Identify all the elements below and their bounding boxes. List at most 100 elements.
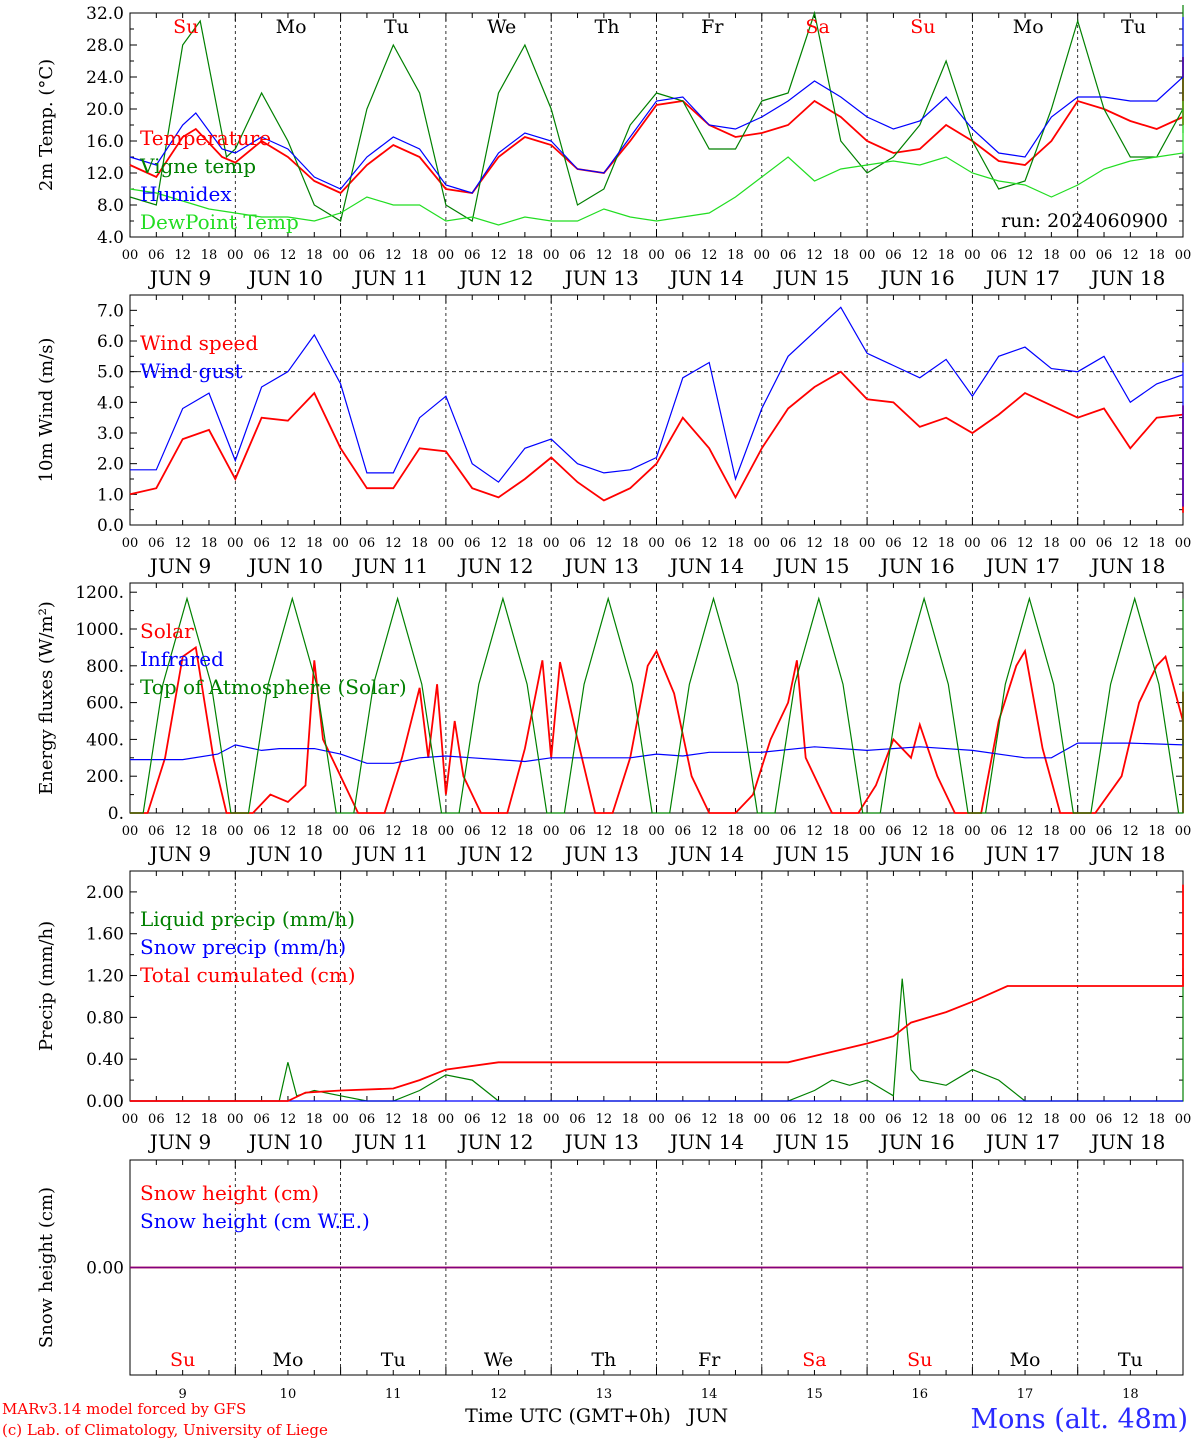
hour-tick-label: 12 <box>911 824 928 839</box>
date-label: JUN 17 <box>984 266 1060 290</box>
weekday-label: Su <box>170 1349 195 1371</box>
hour-tick-label: 00 <box>227 248 244 263</box>
date-label: JUN 15 <box>773 1130 849 1154</box>
hour-tick-label: 06 <box>359 824 376 839</box>
y-tick-label: 32.0 <box>86 4 124 24</box>
hour-tick-label: 06 <box>780 1112 797 1127</box>
hour-tick-label: 18 <box>306 536 323 551</box>
hour-tick-label: 06 <box>148 1112 165 1127</box>
hour-tick-label: 06 <box>780 824 797 839</box>
hour-tick-label: 00 <box>1069 1112 1086 1127</box>
hour-tick-label: 12 <box>1122 1112 1139 1127</box>
hour-tick-label: 00 <box>332 248 349 263</box>
hour-tick-label: 18 <box>833 248 850 263</box>
series-line-energy <box>130 596 1184 814</box>
weekday-label: Sa <box>805 16 829 38</box>
series-line-temp <box>129 17 1184 194</box>
hour-tick-label: 06 <box>253 248 270 263</box>
hour-tick-label: 06 <box>990 824 1007 839</box>
y-tick-label: 800. <box>86 657 124 677</box>
hour-tick-label: 18 <box>517 1112 534 1127</box>
hour-tick-label: 06 <box>464 1112 481 1127</box>
weekday-label: Th <box>595 16 620 38</box>
hour-tick-label: 12 <box>1017 248 1034 263</box>
hour-tick-label: 00 <box>859 824 876 839</box>
y-axis-label-wind: 10m Wind (m/s) <box>36 338 57 483</box>
y-tick-label: 6.0 <box>97 332 124 352</box>
hour-tick-label: 18 <box>1043 536 1060 551</box>
hour-tick-label: 18 <box>727 248 744 263</box>
hour-tick-label: 00 <box>122 248 139 263</box>
hour-tick-label: 12 <box>596 248 613 263</box>
weekday-label: Su <box>907 1349 932 1371</box>
y-tick-label: 3.0 <box>97 424 124 444</box>
hour-tick-label: 18 <box>622 248 639 263</box>
hour-tick-label: 12 <box>1122 248 1139 263</box>
hour-tick-label: 06 <box>569 1112 586 1127</box>
y-tick-label: 0.40 <box>86 1050 124 1070</box>
series-line-energy <box>130 739 1184 764</box>
hour-tick-label: 18 <box>517 248 534 263</box>
hour-tick-label: 12 <box>1017 824 1034 839</box>
date-label: JUN 9 <box>148 842 211 866</box>
y-tick-label: 0.00 <box>86 1259 124 1279</box>
y-tick-label: 400. <box>86 730 124 750</box>
hour-tick-label: 12 <box>280 536 297 551</box>
hour-tick-label: 18 <box>622 536 639 551</box>
y-tick-label: 20.0 <box>86 100 124 120</box>
hour-tick-label: 18 <box>833 1112 850 1127</box>
hour-tick-label: 06 <box>148 536 165 551</box>
hour-tick-label: 18 <box>622 1112 639 1127</box>
hour-tick-label: 12 <box>174 536 191 551</box>
y-tick-label: 7.0 <box>97 301 124 321</box>
hour-tick-label: 00 <box>543 1112 560 1127</box>
date-label: JUN 11 <box>352 266 428 290</box>
station-name: Mons (alt. 48m) <box>970 1404 1188 1435</box>
weekday-label: Su <box>910 16 935 38</box>
hour-tick-label: 00 <box>543 536 560 551</box>
month-axis-label: JUN <box>686 1405 728 1427</box>
day-number-label: 17 <box>1017 1387 1034 1402</box>
day-number-label: 11 <box>385 1387 402 1402</box>
day-number-label: 13 <box>596 1387 613 1402</box>
hour-tick-label: 00 <box>332 536 349 551</box>
hour-tick-label: 18 <box>1043 824 1060 839</box>
hour-tick-label: 18 <box>201 1112 218 1127</box>
legend-entry: Wind speed <box>140 331 258 355</box>
hour-tick-label: 06 <box>253 824 270 839</box>
hour-tick-label: 18 <box>306 248 323 263</box>
hour-tick-label: 00 <box>754 248 771 263</box>
hour-tick-label: 18 <box>727 536 744 551</box>
hour-tick-label: 12 <box>1122 824 1139 839</box>
hour-tick-label: 12 <box>490 824 507 839</box>
y-axis-label-snow: Snow height (cm) <box>36 1187 57 1348</box>
weekday-label: Th <box>591 1349 616 1371</box>
weekday-label: Tu <box>1118 1349 1143 1371</box>
hour-tick-label: 18 <box>1043 248 1060 263</box>
hour-tick-label: 06 <box>675 536 692 551</box>
hour-tick-label: 00 <box>543 824 560 839</box>
hour-tick-label: 12 <box>701 824 718 839</box>
hour-tick-label: 00 <box>1175 824 1192 839</box>
hour-tick-label: 00 <box>1069 824 1086 839</box>
model-credit-line: MARv3.14 model forced by GFS <box>2 1400 246 1418</box>
hour-tick-label: 12 <box>490 1112 507 1127</box>
hour-tick-label: 18 <box>938 1112 955 1127</box>
date-label: JUN 15 <box>773 266 849 290</box>
legend-entry: Snow height (cm W.E.) <box>140 1209 370 1233</box>
hour-tick-label: 18 <box>1148 536 1165 551</box>
date-label: JUN 18 <box>1089 842 1165 866</box>
hour-tick-label: 12 <box>596 536 613 551</box>
y-tick-label: 24.0 <box>86 68 124 88</box>
hour-tick-label: 00 <box>227 824 244 839</box>
date-label: JUN 13 <box>563 266 639 290</box>
date-label: JUN 17 <box>984 554 1060 578</box>
weekday-label: Tu <box>381 1349 406 1371</box>
hour-tick-label: 12 <box>701 248 718 263</box>
weekday-label: Su <box>173 16 198 38</box>
hour-tick-label: 18 <box>306 824 323 839</box>
hour-tick-label: 00 <box>859 536 876 551</box>
hour-tick-label: 18 <box>201 824 218 839</box>
hour-tick-label: 12 <box>911 1112 928 1127</box>
date-label: JUN 16 <box>879 1130 955 1154</box>
